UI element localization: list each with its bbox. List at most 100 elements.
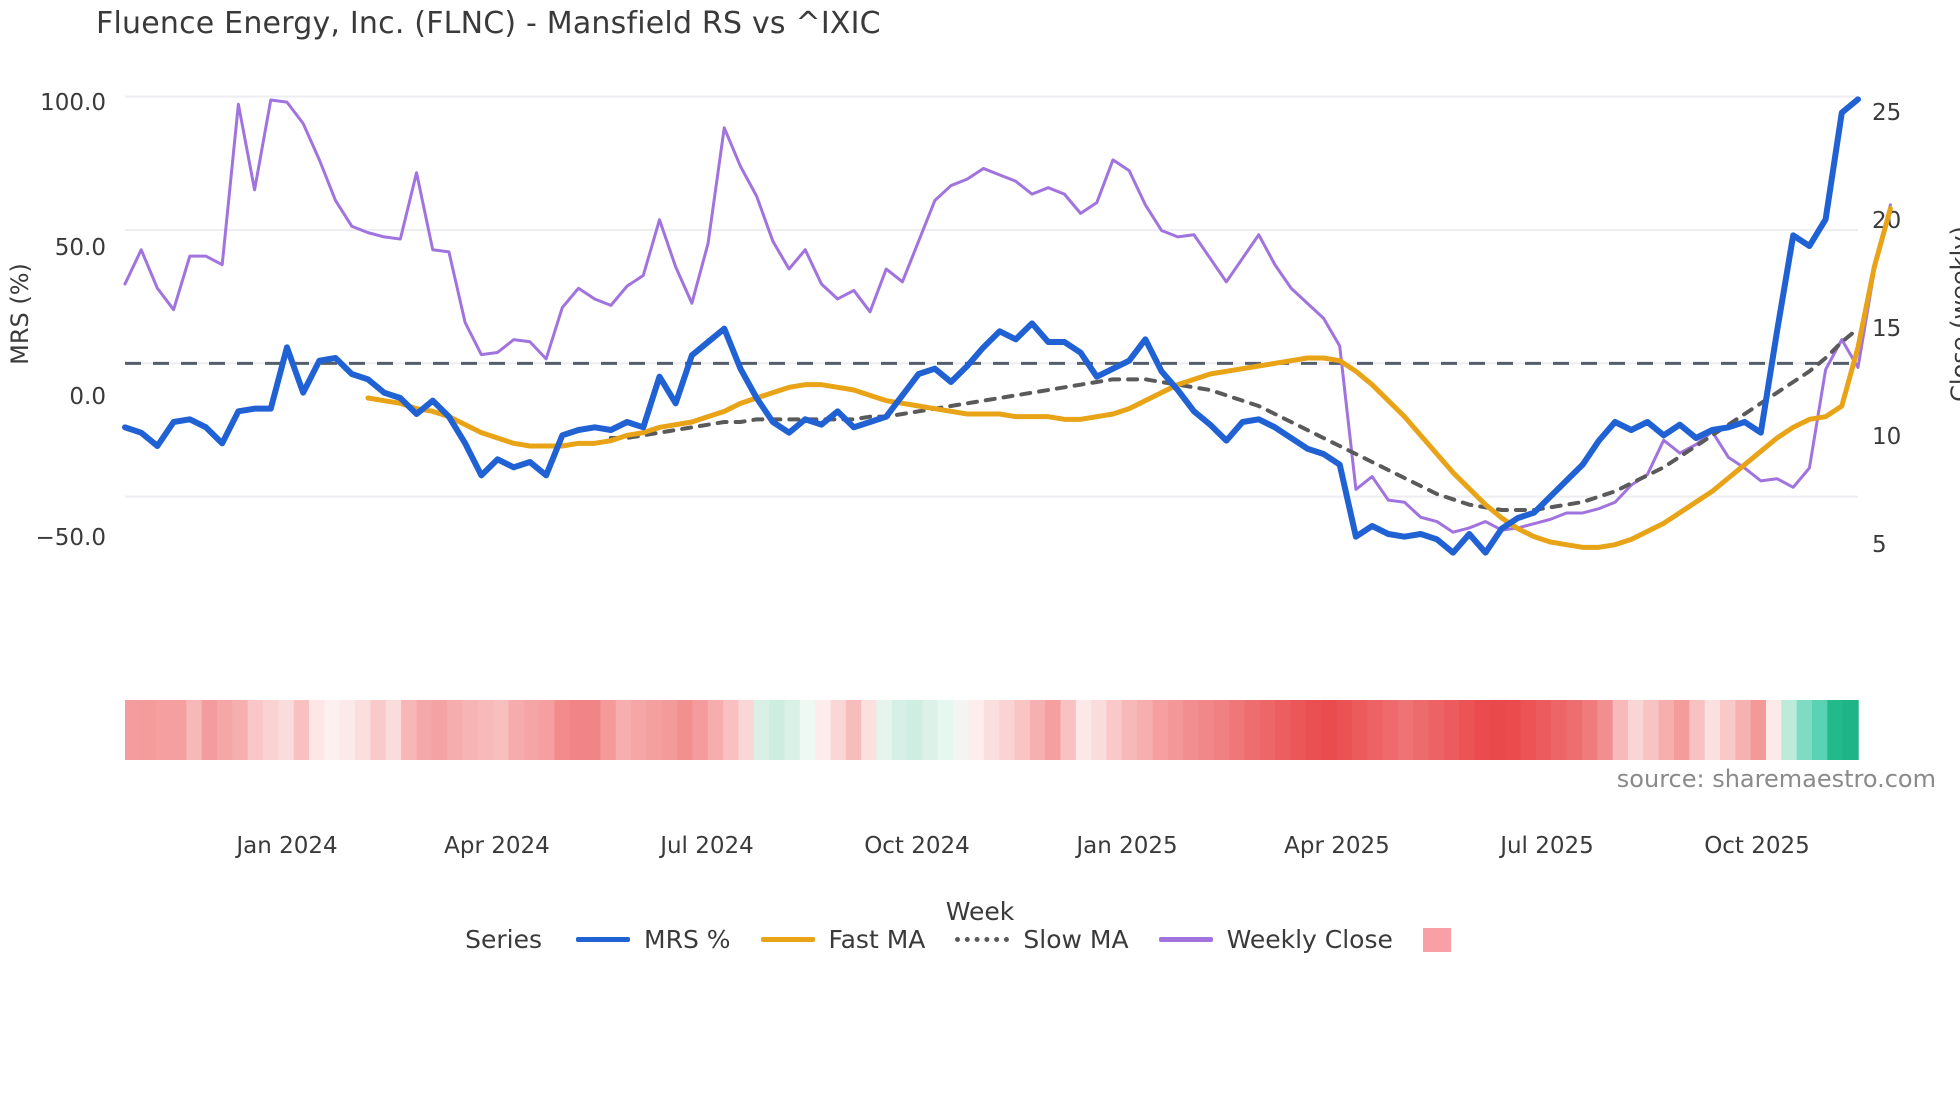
heatmap-cell (1382, 700, 1399, 760)
legend-item-weekly-close[interactable]: Weekly Close (1158, 925, 1393, 954)
heatmap-cell (1198, 700, 1215, 760)
heatmap-cell (1321, 700, 1338, 760)
y-tick-left-1: 50.0 (54, 235, 106, 261)
heatmap-cell (569, 700, 586, 760)
legend-item-rs-band[interactable] (1422, 927, 1465, 952)
heatmap-cell (891, 700, 908, 760)
heatmap-cell (1305, 700, 1322, 760)
heatmap-cell (232, 700, 249, 760)
heatmap-cell (677, 700, 694, 760)
heatmap-cell (186, 700, 203, 760)
legend-swatch-slow-ma-icon (955, 937, 1010, 942)
heatmap-cell (723, 700, 740, 760)
heatmap-cell (370, 700, 387, 760)
heatmap-cell (1581, 700, 1598, 760)
heatmap-cell (1244, 700, 1261, 760)
heatmap-cell (1459, 700, 1476, 760)
heatmap-cell (1658, 700, 1675, 760)
x-tick-5: Apr 2025 (1284, 833, 1390, 859)
heatmap-cell (615, 700, 632, 760)
heatmap-cell (1735, 700, 1752, 760)
heatmap-cell (999, 700, 1016, 760)
heatmap-cell (1566, 700, 1583, 760)
heatmap-cell (983, 700, 1000, 760)
heatmap-cell (1673, 700, 1690, 760)
heatmap-cell (1413, 700, 1430, 760)
heatmap-cell (1689, 700, 1706, 760)
heatmap-cell (217, 700, 234, 760)
rs-heatmap-band (125, 700, 1859, 760)
legend-swatch-rs-band-icon (1422, 927, 1451, 952)
heatmap-cell (1750, 700, 1767, 760)
heatmap-cell (1811, 700, 1829, 760)
heatmap-cell (201, 700, 218, 760)
heatmap-cell (1627, 700, 1644, 760)
heatmap-cell (171, 700, 188, 760)
heatmap-cell (1152, 700, 1169, 760)
heatmap-cell (1796, 700, 1813, 760)
heatmap-cell (309, 700, 326, 760)
heatmap-cell (1505, 700, 1522, 760)
legend-swatch-weekly-close-icon (1158, 937, 1213, 942)
heatmap-cell (646, 700, 663, 760)
heatmap-cell (661, 700, 678, 760)
heatmap-cell (1719, 700, 1737, 760)
legend: Series MRS % Fast MA Slow MA Weekly Clos… (0, 925, 1960, 954)
y-tick-left-2: 0.0 (69, 384, 106, 410)
heatmap-cell (600, 700, 617, 760)
heatmap-cell (1183, 700, 1200, 760)
legend-item-fast-ma[interactable]: Fast MA (760, 925, 925, 954)
heatmap-cell (1229, 700, 1246, 760)
x-tick-2: Jul 2024 (660, 833, 754, 859)
heatmap-cell (585, 700, 602, 760)
heatmap-cell (1167, 700, 1184, 760)
heatmap-cell (815, 700, 832, 760)
heatmap-cell (247, 700, 264, 760)
x-tick-0: Jan 2024 (236, 833, 338, 859)
heatmap-cell (707, 700, 724, 760)
legend-label-mrs: MRS % (644, 925, 731, 954)
y-tick-right-0: 25 (1872, 100, 1902, 126)
y-tick-left-3: −50.0 (35, 525, 106, 551)
series-line-mrs (122, 96, 1861, 556)
heatmap-cell (907, 700, 924, 760)
legend-item-mrs[interactable]: MRS % (576, 925, 731, 954)
heatmap-cell (293, 700, 310, 760)
heatmap-cell (278, 700, 295, 760)
heatmap-cell (784, 700, 801, 760)
heatmap-cell (922, 700, 939, 760)
heatmap-cell (416, 700, 433, 760)
heatmap-cell (1428, 700, 1445, 760)
x-axis-label: Week (945, 897, 1015, 926)
heatmap-cell (1827, 700, 1844, 760)
heatmap-cell (1489, 700, 1506, 760)
series-line-slow-ma (608, 326, 1860, 512)
heatmap-cell (1121, 700, 1138, 760)
heatmap-cell (1842, 700, 1859, 760)
x-tick-4: Jan 2025 (1076, 833, 1178, 859)
y-tick-right-2: 15 (1872, 316, 1902, 342)
heatmap-cell (937, 700, 954, 760)
heatmap-cell (1275, 700, 1292, 760)
heatmap-cell (1045, 700, 1062, 760)
legend-item-slow-ma[interactable]: Slow MA (955, 925, 1129, 954)
heatmap-cell (401, 700, 418, 760)
heatmap-cell (1259, 700, 1276, 760)
legend-swatch-fast-ma-icon (760, 937, 815, 942)
heatmap-cell (1612, 700, 1629, 760)
heatmap-cell (523, 700, 540, 760)
heatmap-cell (1106, 700, 1123, 760)
heatmap-cell (462, 700, 479, 760)
heatmap-cell (1060, 700, 1077, 760)
heatmap-cell (1029, 700, 1046, 760)
heatmap-cell (477, 700, 494, 760)
legend-label-weekly-close: Weekly Close (1226, 925, 1393, 954)
legend-title: Series (465, 925, 543, 954)
heatmap-cell (1535, 700, 1552, 760)
heatmap-cell (1351, 700, 1368, 760)
source-note: source: sharemaestro.com (1616, 765, 1936, 793)
heatmap-cell (1520, 700, 1537, 760)
heatmap-cell (339, 700, 356, 760)
